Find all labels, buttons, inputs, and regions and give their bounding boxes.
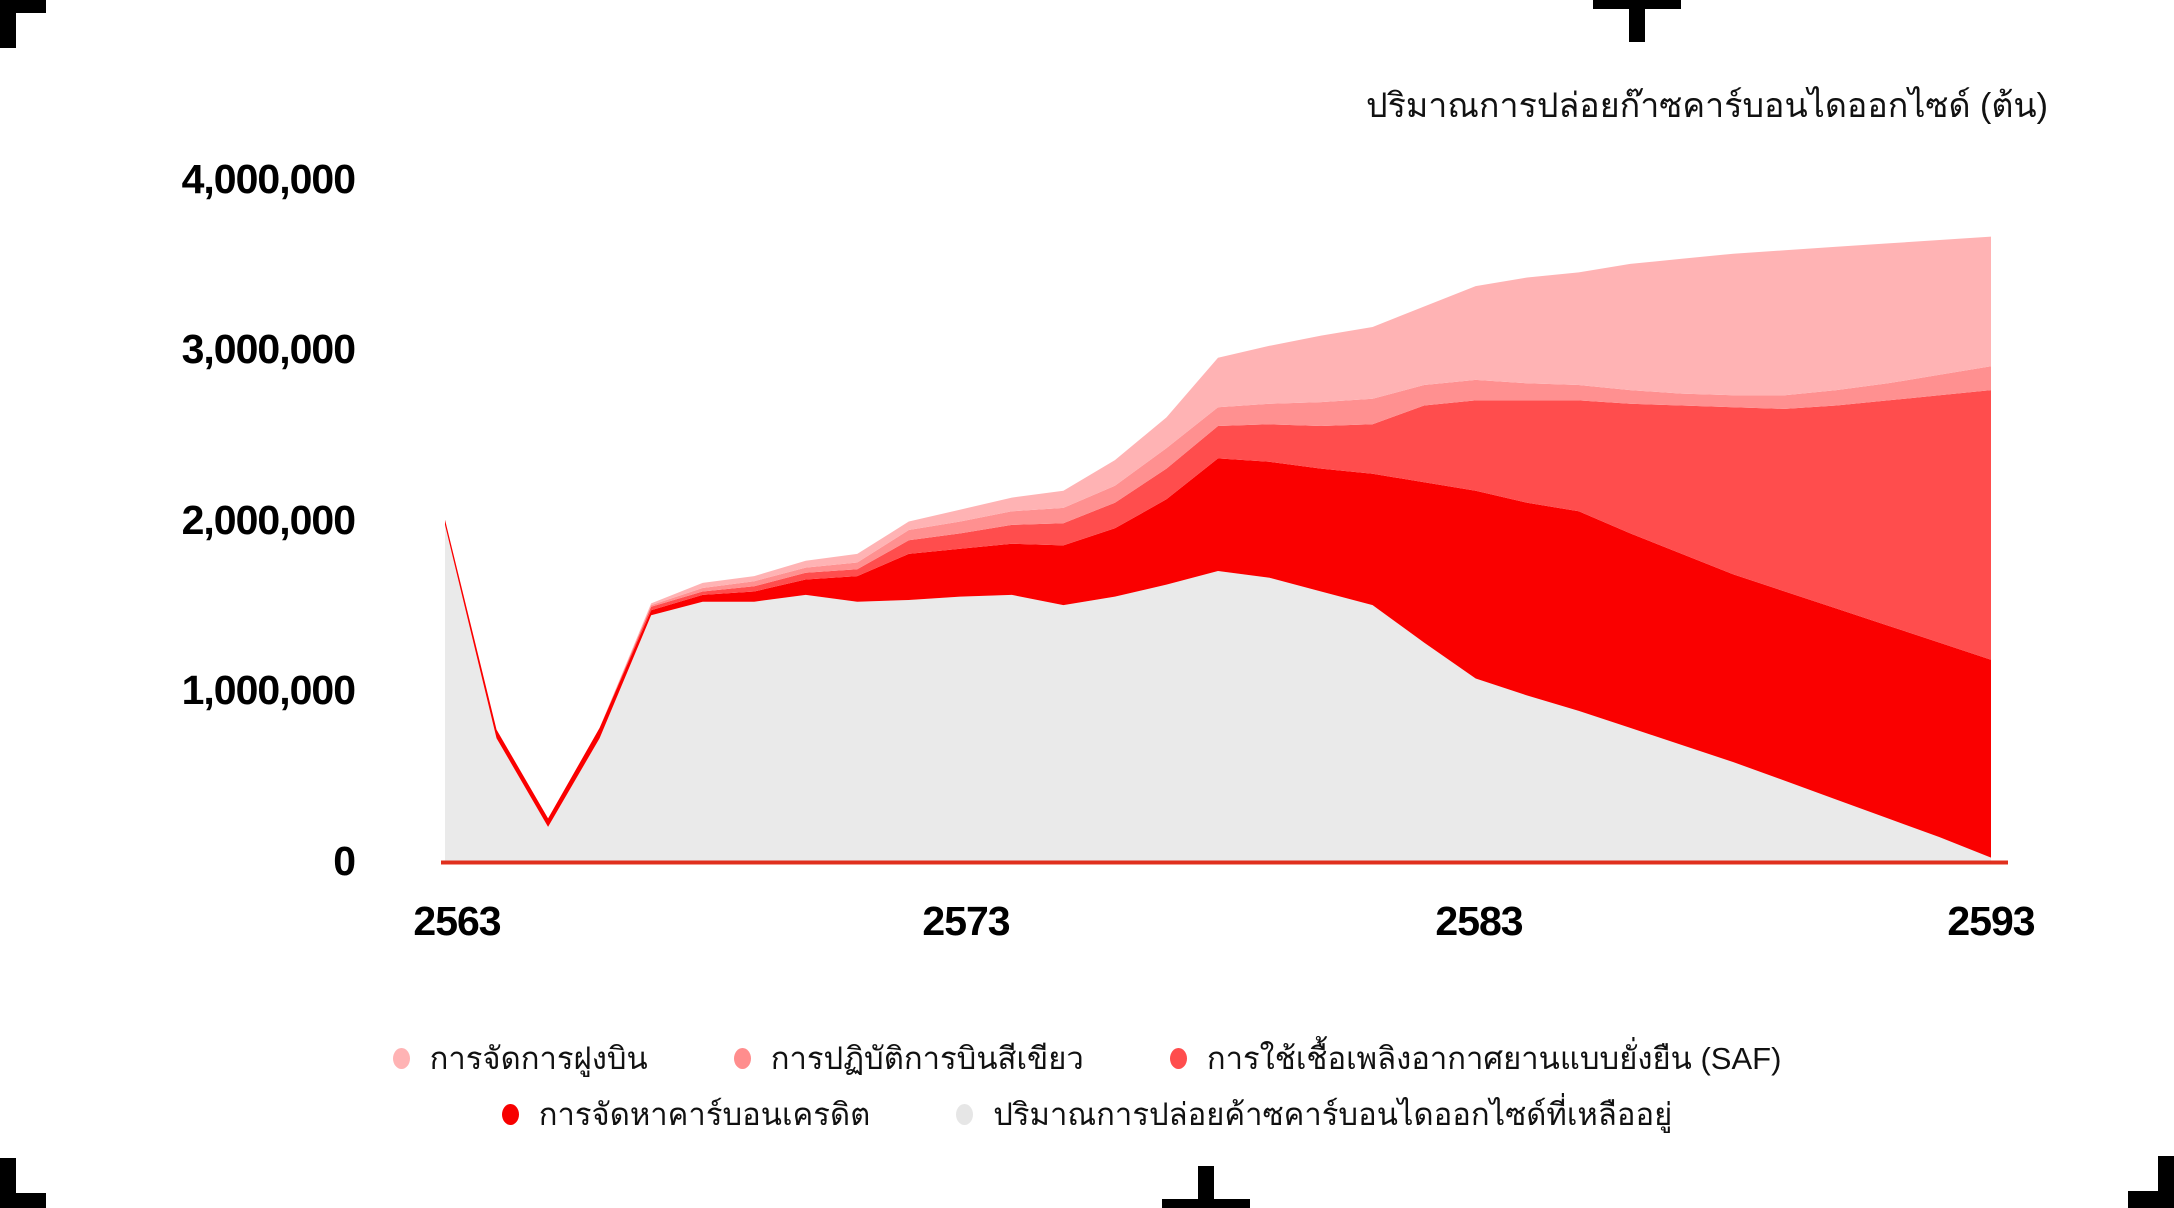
y-tick-1000000: 1,000,000 (181, 667, 356, 713)
legend-item-green-operations: การปฏิบัติการบินสีเขียว (733, 1033, 1084, 1083)
legend-label-fleet-management: การจัดการฝูงบิน (429, 1041, 648, 1076)
area-band-saf (445, 390, 1991, 819)
legend-item-remaining-emissions: ปริมาณการปล่อยค้าซคาร์บอนไดออกไซด์ที่เหล… (956, 1089, 1672, 1139)
y-tick-4000000: 4,000,000 (181, 156, 356, 202)
legend-dot-carbon-credits-icon (501, 1103, 519, 1125)
legend-row-2: การจัดหาคาร์บอนเครดิต ปริมาณการปล่อยค้าซ… (0, 1089, 2174, 1139)
legend-label-remaining-emissions: ปริมาณการปล่อยค้าซคาร์บอนไดออกไซด์ที่เหล… (993, 1097, 1673, 1132)
legend-item-carbon-credits: การจัดหาคาร์บอนเครดิต (501, 1089, 871, 1139)
legend-dot-fleet-management-icon (392, 1047, 410, 1069)
x-tick-2583: 2583 (1435, 898, 1523, 944)
legend-row-1: การจัดการฝูงบิน การปฏิบัติการบินสีเขียว … (0, 1033, 2174, 1083)
y-tick-3000000: 3,000,000 (181, 326, 356, 372)
x-tick-2573: 2573 (922, 898, 1010, 944)
legend-label-saf: การใช้เชื้อเพลิงอากาศยานแบบยั่งยืน (SAF) (1206, 1041, 1782, 1076)
legend-item-saf: การใช้เชื้อเพลิงอากาศยานแบบยั่งยืน (SAF) (1169, 1033, 1782, 1083)
y-tick-0: 0 (333, 838, 356, 884)
area-band-fleet (445, 236, 1991, 819)
crop-mark (0, 0, 16, 48)
crop-mark (1629, 0, 1645, 42)
x-tick-2563: 2563 (413, 898, 501, 944)
legend-dot-green-operations-icon (733, 1047, 751, 1069)
chart-title: ปริมาณการปล่อยก๊าซคาร์บอนไดออกไซด์ (ต้น) (1366, 87, 2048, 125)
x-tick-2593: 2593 (1947, 898, 2035, 944)
legend-label-carbon-credits: การจัดหาคาร์บอนเครดิต (538, 1097, 871, 1132)
legend-label-green-operations: การปฏิบัติการบินสีเขียว (770, 1041, 1084, 1076)
crop-mark (2158, 1156, 2174, 1208)
area-band-remaining (445, 524, 1991, 861)
legend-dot-saf-icon (1169, 1047, 1187, 1069)
legend-dot-remaining-emissions-icon (956, 1103, 974, 1125)
legend-item-fleet-management: การจัดการฝูงบิน (392, 1033, 648, 1083)
crop-mark (0, 1158, 16, 1208)
crop-mark (1198, 1166, 1214, 1208)
area-band-credits (445, 458, 1991, 858)
y-tick-2000000: 2,000,000 (181, 497, 356, 543)
